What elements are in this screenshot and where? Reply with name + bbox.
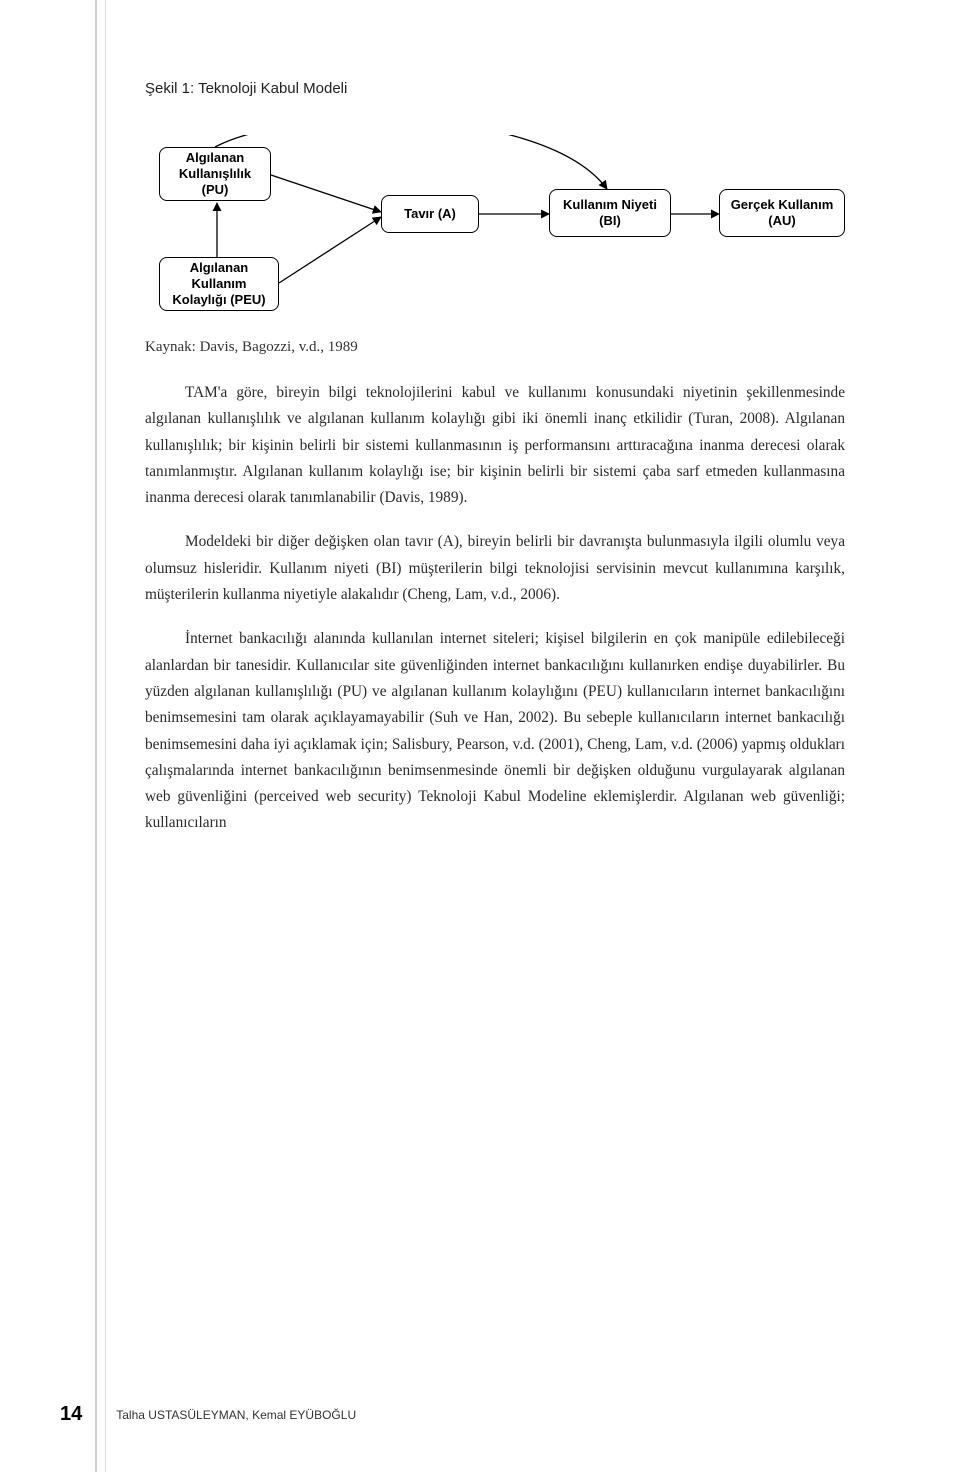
node-pu-label: AlgılananKullanışlılık(PU): [179, 150, 251, 199]
margin-rule-inner: [105, 0, 106, 1472]
node-bi: Kullanım Niyeti(BI): [549, 189, 671, 237]
figure-caption: Şekil 1: Teknoloji Kabul Modeli: [145, 80, 845, 97]
node-a: Tavır (A): [381, 195, 479, 233]
node-a-label: Tavır (A): [404, 206, 456, 222]
margin-rule: [95, 0, 97, 1472]
page-footer: 14 Talha USTASÜLEYMAN, Kemal EYÜBOĞLU: [0, 1403, 960, 1426]
node-bi-label: Kullanım Niyeti(BI): [563, 197, 657, 230]
tam-diagram: AlgılananKullanışlılık(PU) AlgılananKull…: [145, 135, 845, 325]
page-content: Şekil 1: Teknoloji Kabul Modeli Algılana…: [0, 0, 960, 915]
paragraph-2: Modeldeki bir diğer değişken olan tavır …: [145, 529, 845, 608]
node-au-label: Gerçek Kullanım(AU): [731, 197, 834, 230]
node-au: Gerçek Kullanım(AU): [719, 189, 845, 237]
node-peu: AlgılananKullanımKolaylığı (PEU): [159, 257, 279, 311]
node-peu-label: AlgılananKullanımKolaylığı (PEU): [172, 260, 265, 309]
paragraph-3: İnternet bankacılığı alanında kullanılan…: [145, 626, 845, 836]
node-pu: AlgılananKullanışlılık(PU): [159, 147, 271, 201]
figure-source: Kaynak: Davis, Bagozzi, v.d., 1989: [145, 339, 845, 356]
paragraph-1: TAM'a göre, bireyin bilgi teknolojilerin…: [145, 380, 845, 511]
page-number: 14: [60, 1403, 82, 1426]
footer-authors: Talha USTASÜLEYMAN, Kemal EYÜBOĞLU: [116, 1408, 356, 1422]
